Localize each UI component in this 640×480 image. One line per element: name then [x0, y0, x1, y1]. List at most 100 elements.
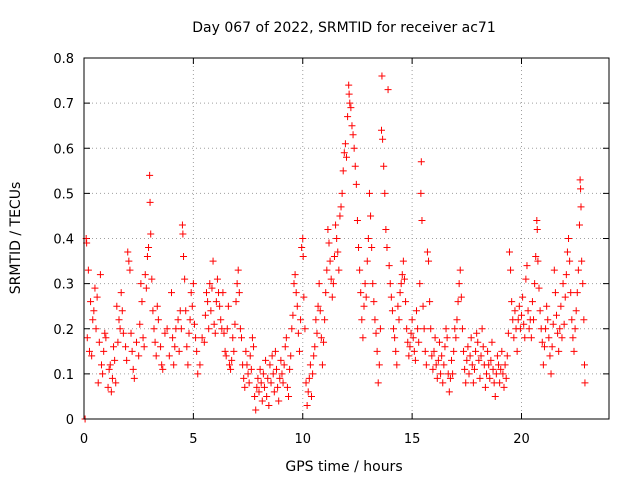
data-point — [470, 365, 478, 373]
data-point — [324, 225, 332, 233]
data-point — [440, 361, 448, 369]
data-point — [224, 302, 232, 310]
data-point — [562, 271, 570, 279]
data-point — [373, 347, 381, 355]
data-point — [304, 388, 312, 396]
data-point — [371, 316, 379, 324]
data-point — [449, 370, 457, 378]
data-point — [280, 361, 288, 369]
data-point — [182, 307, 190, 315]
data-point — [577, 203, 585, 211]
data-point — [270, 388, 278, 396]
data-point — [159, 365, 167, 373]
data-point — [123, 356, 131, 364]
data-point — [422, 361, 430, 369]
data-point — [343, 153, 350, 161]
data-point — [546, 352, 554, 360]
data-point — [255, 388, 263, 396]
data-point — [499, 370, 507, 378]
data-point — [149, 307, 157, 315]
data-point — [264, 374, 272, 382]
data-point — [181, 275, 189, 283]
data-point — [501, 361, 509, 369]
data-point — [294, 329, 302, 337]
data-point — [500, 383, 508, 391]
data-point — [332, 221, 340, 229]
data-point — [316, 307, 324, 315]
data-point — [273, 365, 280, 373]
data-point — [186, 316, 194, 324]
data-point — [138, 298, 146, 306]
data-point — [365, 189, 373, 197]
data-point — [337, 203, 345, 211]
data-point — [250, 343, 258, 351]
data-point — [536, 307, 544, 315]
data-point — [170, 361, 178, 369]
data-point — [427, 325, 435, 333]
data-point — [383, 244, 391, 252]
data-point — [407, 329, 415, 337]
data-point — [299, 253, 307, 261]
data-point — [456, 266, 464, 274]
data-point — [171, 343, 179, 351]
data-point — [485, 361, 493, 369]
data-point — [258, 397, 266, 405]
data-point — [279, 379, 287, 387]
data-point — [375, 361, 383, 369]
data-point — [574, 266, 582, 274]
data-point — [105, 365, 113, 373]
data-point — [426, 298, 434, 306]
data-point — [246, 352, 254, 360]
data-point — [281, 343, 289, 351]
data-point — [351, 162, 359, 170]
data-point — [540, 343, 548, 351]
data-point — [165, 352, 173, 360]
data-point — [125, 257, 133, 265]
data-point — [136, 320, 144, 328]
data-point — [505, 248, 513, 256]
data-point — [527, 334, 535, 342]
data-point — [430, 347, 438, 355]
data-point — [245, 379, 253, 387]
data-point — [306, 361, 314, 369]
data-point — [429, 365, 437, 373]
y-tick-label: 0.3 — [53, 278, 74, 293]
data-point — [486, 374, 494, 382]
data-point — [139, 334, 147, 342]
data-point — [327, 275, 335, 283]
data-point — [290, 280, 298, 288]
data-point — [161, 329, 169, 337]
data-point — [344, 113, 352, 121]
data-point — [151, 338, 159, 346]
data-point — [213, 275, 221, 283]
data-point — [232, 298, 240, 306]
data-point — [112, 379, 120, 387]
data-point — [100, 347, 108, 355]
y-tick-label: 0.4 — [53, 233, 74, 248]
data-point — [460, 347, 468, 355]
data-point — [388, 307, 396, 315]
data-point — [175, 347, 183, 355]
data-point — [193, 347, 201, 355]
data-point — [209, 257, 217, 265]
y-tick-label: 0 — [66, 413, 74, 428]
data-point — [189, 280, 197, 288]
data-point — [328, 293, 336, 301]
data-point — [146, 198, 154, 206]
data-point — [158, 361, 166, 369]
data-point — [387, 293, 395, 301]
data-point — [283, 383, 291, 391]
data-point — [439, 379, 447, 387]
data-point — [207, 307, 215, 315]
data-point — [217, 316, 225, 324]
data-point — [415, 338, 423, 346]
data-point — [355, 244, 363, 252]
data-point — [83, 334, 91, 342]
data-point — [554, 329, 562, 337]
data-point — [450, 347, 458, 355]
data-point — [238, 334, 245, 342]
chart-title: Day 067 of 2022, SRMTID for receiver ac7… — [192, 20, 496, 36]
data-point — [479, 343, 487, 351]
data-point — [577, 185, 585, 193]
data-point — [533, 216, 541, 224]
